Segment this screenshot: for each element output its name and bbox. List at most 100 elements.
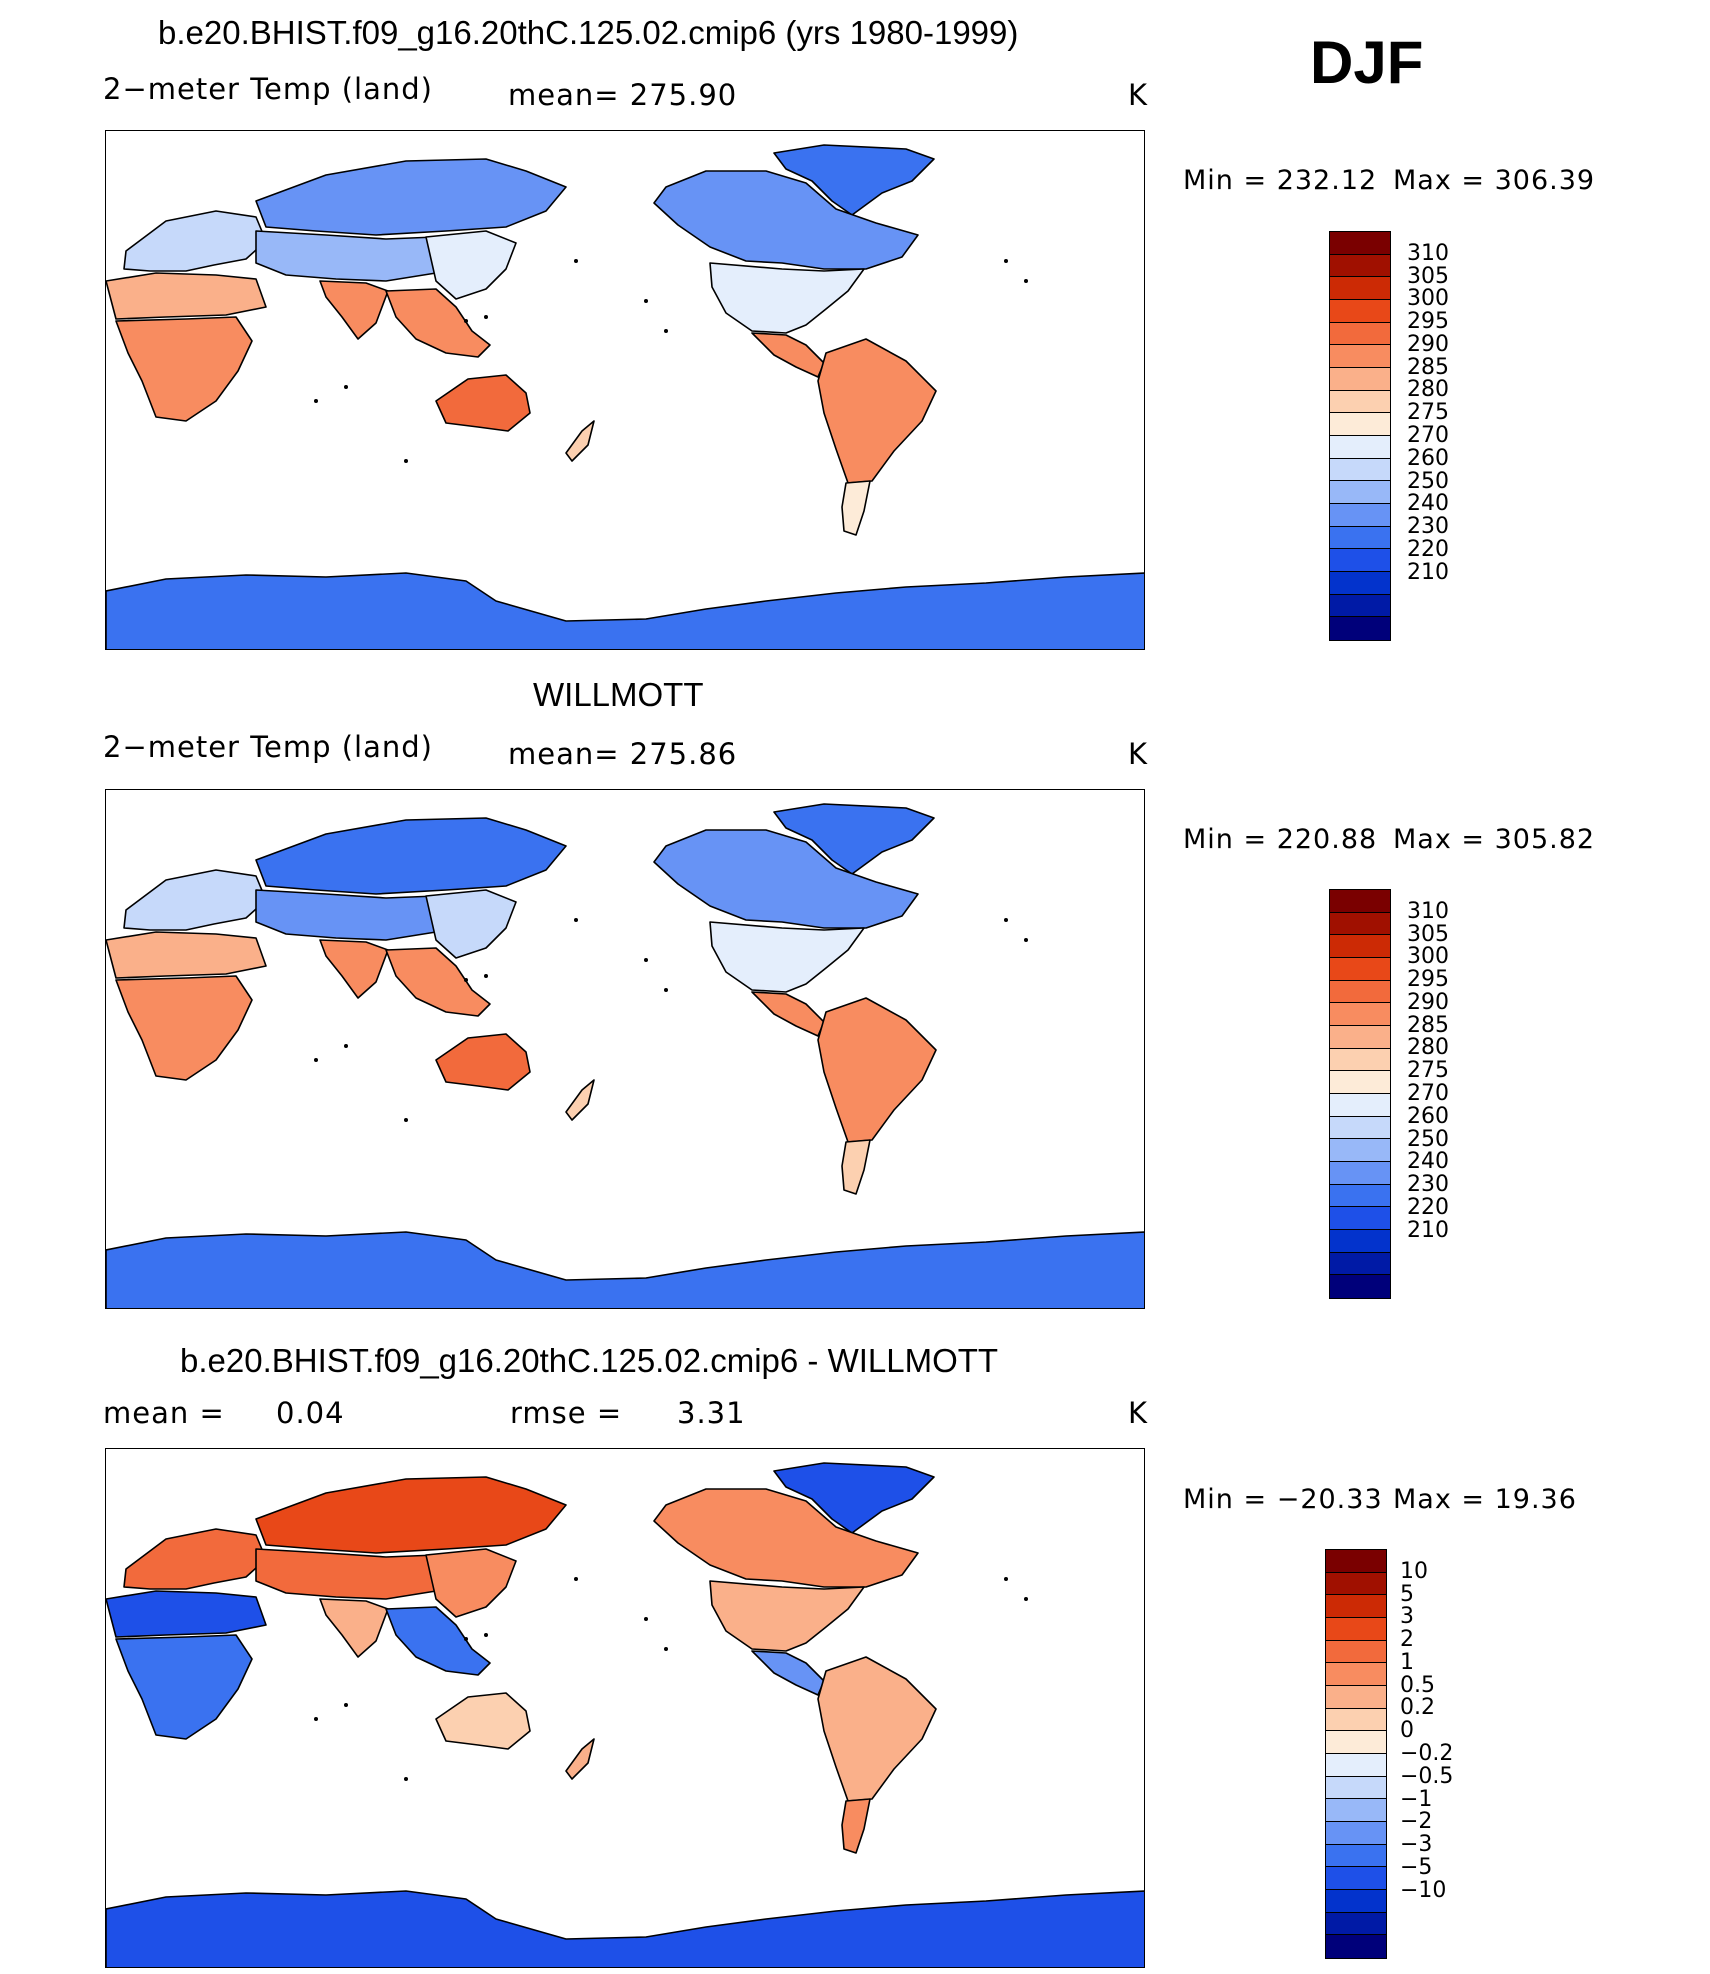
colorbar-box [1330, 435, 1390, 459]
map-region-new-zealand [565, 1079, 595, 1121]
map-region-central-america [751, 991, 825, 1037]
colorbar-box [1326, 1595, 1386, 1618]
colorbar-tick-label: 250 [1407, 1126, 1449, 1152]
colorbar-box [1326, 1867, 1386, 1890]
colorbar-box [1326, 1844, 1386, 1868]
colorbar-tick-label: 0.5 [1400, 1672, 1435, 1698]
island-mark [314, 1717, 318, 1721]
map-region-new-zealand [565, 1738, 595, 1780]
map-region-africa [115, 975, 253, 1081]
map-region-south-america [817, 338, 937, 484]
colorbar-box [1330, 957, 1390, 981]
island-mark [644, 958, 648, 962]
island-mark [644, 299, 648, 303]
colorbar-tick-label: 0.2 [1400, 1695, 1435, 1721]
colorbar-tick-label: 275 [1407, 1058, 1449, 1084]
colorbar-box [1330, 549, 1390, 572]
colorbar-tick-label: 300 [1407, 286, 1449, 312]
map-region-central-america [751, 1650, 825, 1696]
colorbar-tick-label: 305 [1407, 263, 1449, 289]
island-mark [314, 1058, 318, 1062]
colorbar-tick-label: −2 [1400, 1809, 1433, 1835]
colorbar-box [1326, 1799, 1386, 1822]
colorbar-tick-label: 210 [1407, 559, 1449, 585]
island-mark [344, 1703, 348, 1707]
colorbar-tick-label: 5 [1400, 1581, 1414, 1607]
island-mark [464, 319, 468, 323]
map-region-east-asia [425, 889, 517, 959]
island-mark [664, 1647, 668, 1651]
colorbar-box [1330, 1071, 1390, 1094]
colorbar-box [1330, 322, 1390, 346]
island-mark [664, 329, 668, 333]
colorbar-tick-label: 220 [1407, 536, 1449, 562]
map-region-new-zealand [565, 420, 595, 462]
panel1-map-svg [106, 144, 1144, 649]
colorbar-box [1330, 1093, 1390, 1117]
map-region-east-asia [425, 230, 517, 300]
colorbar-tick-label: 280 [1407, 377, 1449, 403]
map-region-south-america [817, 997, 937, 1143]
island-mark [484, 315, 488, 319]
colorbar-box [1330, 1139, 1390, 1162]
colorbar-box [1326, 1912, 1386, 1936]
colorbar-box [1326, 1821, 1386, 1845]
colorbar-tick-label: 280 [1407, 1035, 1449, 1061]
panel2-max: Max = 305.82 [1393, 824, 1596, 855]
colorbar-box [1330, 1161, 1390, 1185]
island-mark [404, 1777, 408, 1781]
colorbar-box [1326, 1731, 1386, 1754]
colorbar-box [1330, 935, 1390, 958]
colorbar-box [1326, 1889, 1386, 1913]
map-region-greenland [773, 803, 935, 875]
panel1-title: b.e20.BHIST.f09_g16.20thC.125.02.cmip6 (… [158, 14, 1019, 51]
map-region-greenland [773, 1462, 935, 1534]
map-region-siberia [255, 158, 567, 236]
colorbar-box [1330, 367, 1390, 391]
panel2-mean: mean= 275.86 [508, 737, 738, 771]
panel3-mean-label: mean = [103, 1396, 225, 1430]
map-region-australia [435, 1033, 531, 1091]
panel2-variable: 2−meter Temp (land) [103, 730, 433, 764]
panel3-rmse-label: rmse = [510, 1396, 623, 1430]
map-region-india [319, 1598, 389, 1658]
colorbar-tick-label: 260 [1407, 1103, 1449, 1129]
colorbar-tick-label: 0 [1400, 1718, 1414, 1744]
colorbar-box [1330, 1184, 1390, 1208]
colorbar-tick-label: 260 [1407, 445, 1449, 471]
colorbar-box [1330, 481, 1390, 504]
colorbar-tick-label: 210 [1407, 1217, 1449, 1243]
colorbar-box [1330, 912, 1390, 936]
colorbar-tick-label: 275 [1407, 400, 1449, 426]
colorbar-tick-label: 270 [1407, 1081, 1449, 1106]
island-mark [1024, 279, 1028, 283]
colorbar-tick-label: 250 [1407, 468, 1449, 494]
colorbar-box [1330, 1116, 1390, 1140]
map-region-canada [653, 1488, 919, 1588]
panel3-map [105, 1448, 1145, 1968]
colorbar-box [1330, 1207, 1390, 1230]
island-mark [1004, 259, 1008, 263]
colorbar-box [1326, 1640, 1386, 1664]
panel2-units: K [1128, 737, 1149, 771]
panel3-units: K [1128, 1396, 1149, 1430]
colorbar-tick-label: 270 [1407, 423, 1449, 448]
colorbar-tick-label: 295 [1407, 967, 1449, 993]
panel1-colorbar [1329, 231, 1391, 641]
panel2-colorbar [1329, 889, 1391, 1299]
island-mark [664, 988, 668, 992]
colorbar-box [1330, 413, 1390, 436]
colorbar-box [1330, 1275, 1390, 1298]
map-region-antarctica [106, 572, 1144, 649]
map-region-patagonia [841, 480, 871, 536]
island-mark [404, 459, 408, 463]
colorbar-tick-label: 3 [1400, 1604, 1414, 1630]
colorbar-tick-label: 305 [1407, 921, 1449, 947]
map-region-south-america [817, 1656, 937, 1802]
colorbar-box [1326, 1776, 1386, 1800]
panel3-rmse-value: 3.31 [677, 1396, 746, 1430]
panel3-colorbar [1325, 1549, 1387, 1959]
colorbar-box [1330, 503, 1390, 527]
colorbar-tick-label: 2 [1400, 1627, 1414, 1653]
colorbar-box [1330, 1229, 1390, 1253]
